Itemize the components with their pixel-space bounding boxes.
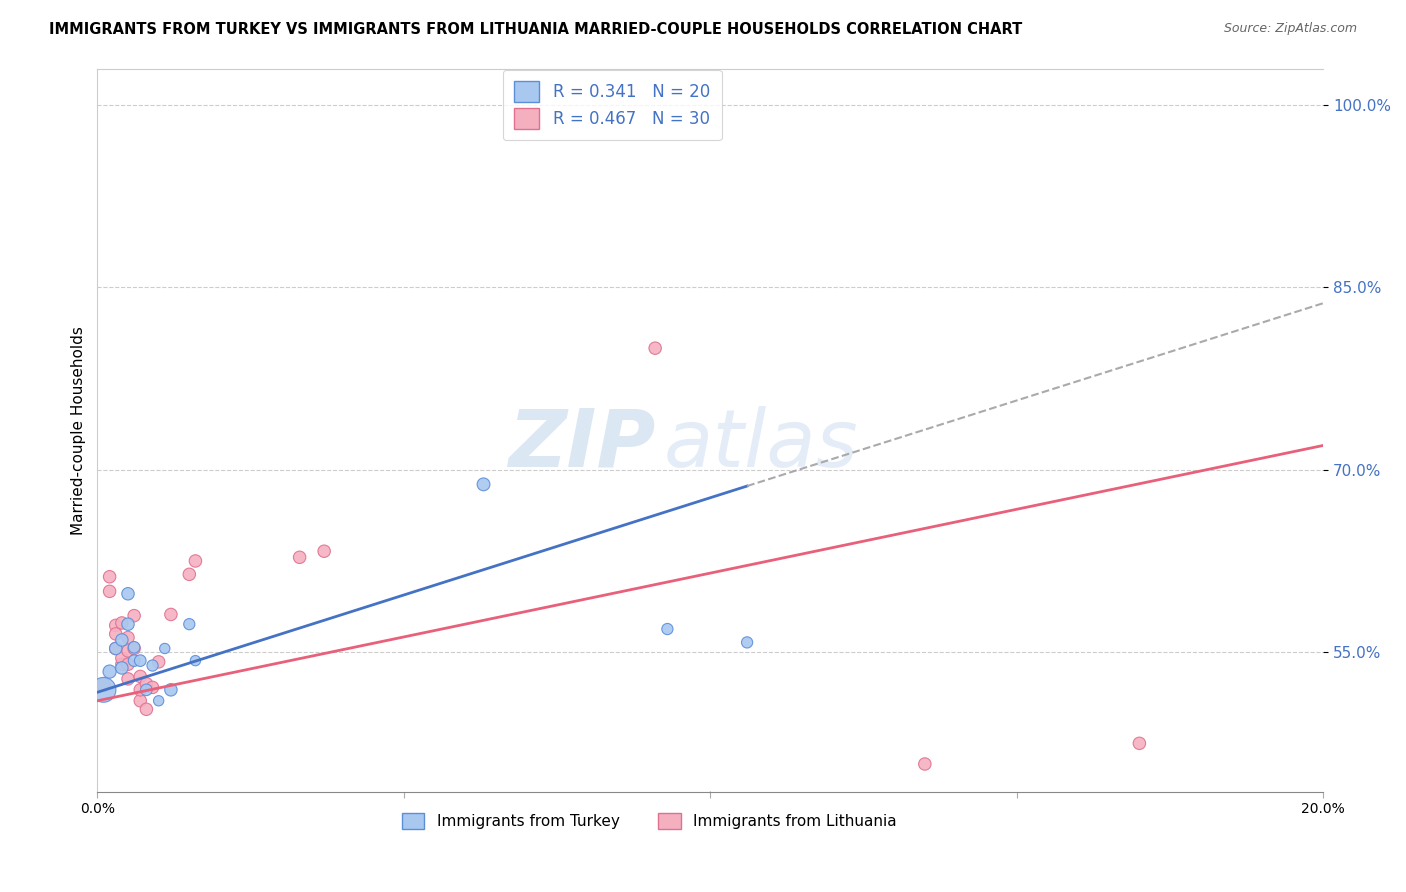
Point <box>153 641 176 656</box>
Point <box>117 631 139 645</box>
Point <box>914 756 936 771</box>
Y-axis label: Married-couple Households: Married-couple Households <box>72 326 86 534</box>
Point <box>111 661 134 675</box>
Point <box>122 640 145 655</box>
Point <box>141 681 163 695</box>
Point <box>104 641 127 656</box>
Point <box>122 654 145 668</box>
Point <box>141 658 163 673</box>
Point <box>117 617 139 632</box>
Point <box>179 617 201 632</box>
Point <box>129 654 152 668</box>
Point <box>184 654 207 668</box>
Point <box>735 635 758 649</box>
Point <box>117 672 139 686</box>
Point <box>129 694 152 708</box>
Point <box>657 622 679 636</box>
Point <box>111 632 134 647</box>
Point <box>129 669 152 683</box>
Point <box>98 584 121 599</box>
Point <box>135 677 157 691</box>
Point <box>148 694 170 708</box>
Point <box>314 544 336 558</box>
Point <box>117 657 139 672</box>
Text: IMMIGRANTS FROM TURKEY VS IMMIGRANTS FROM LITHUANIA MARRIED-COUPLE HOUSEHOLDS CO: IMMIGRANTS FROM TURKEY VS IMMIGRANTS FRO… <box>49 22 1022 37</box>
Point <box>179 567 201 582</box>
Point <box>160 607 183 622</box>
Point <box>184 554 207 568</box>
Point <box>98 665 121 679</box>
Point <box>117 587 139 601</box>
Point <box>1128 736 1150 750</box>
Point <box>111 615 134 630</box>
Point <box>104 641 127 656</box>
Point <box>117 644 139 658</box>
Point <box>148 655 170 669</box>
Text: Source: ZipAtlas.com: Source: ZipAtlas.com <box>1223 22 1357 36</box>
Point <box>122 608 145 623</box>
Point <box>104 618 127 632</box>
Text: ZIP: ZIP <box>508 406 655 483</box>
Point <box>160 682 183 697</box>
Legend: Immigrants from Turkey, Immigrants from Lithuania: Immigrants from Turkey, Immigrants from … <box>395 806 903 835</box>
Point <box>111 657 134 672</box>
Point <box>122 641 145 656</box>
Point <box>644 341 666 355</box>
Point <box>111 651 134 665</box>
Point <box>93 682 115 697</box>
Point <box>288 550 311 565</box>
Point <box>135 702 157 716</box>
Point <box>472 477 495 491</box>
Text: atlas: atlas <box>664 406 859 483</box>
Point <box>135 682 157 697</box>
Point <box>93 678 115 692</box>
Point <box>129 682 152 697</box>
Point <box>98 570 121 584</box>
Point <box>104 627 127 641</box>
